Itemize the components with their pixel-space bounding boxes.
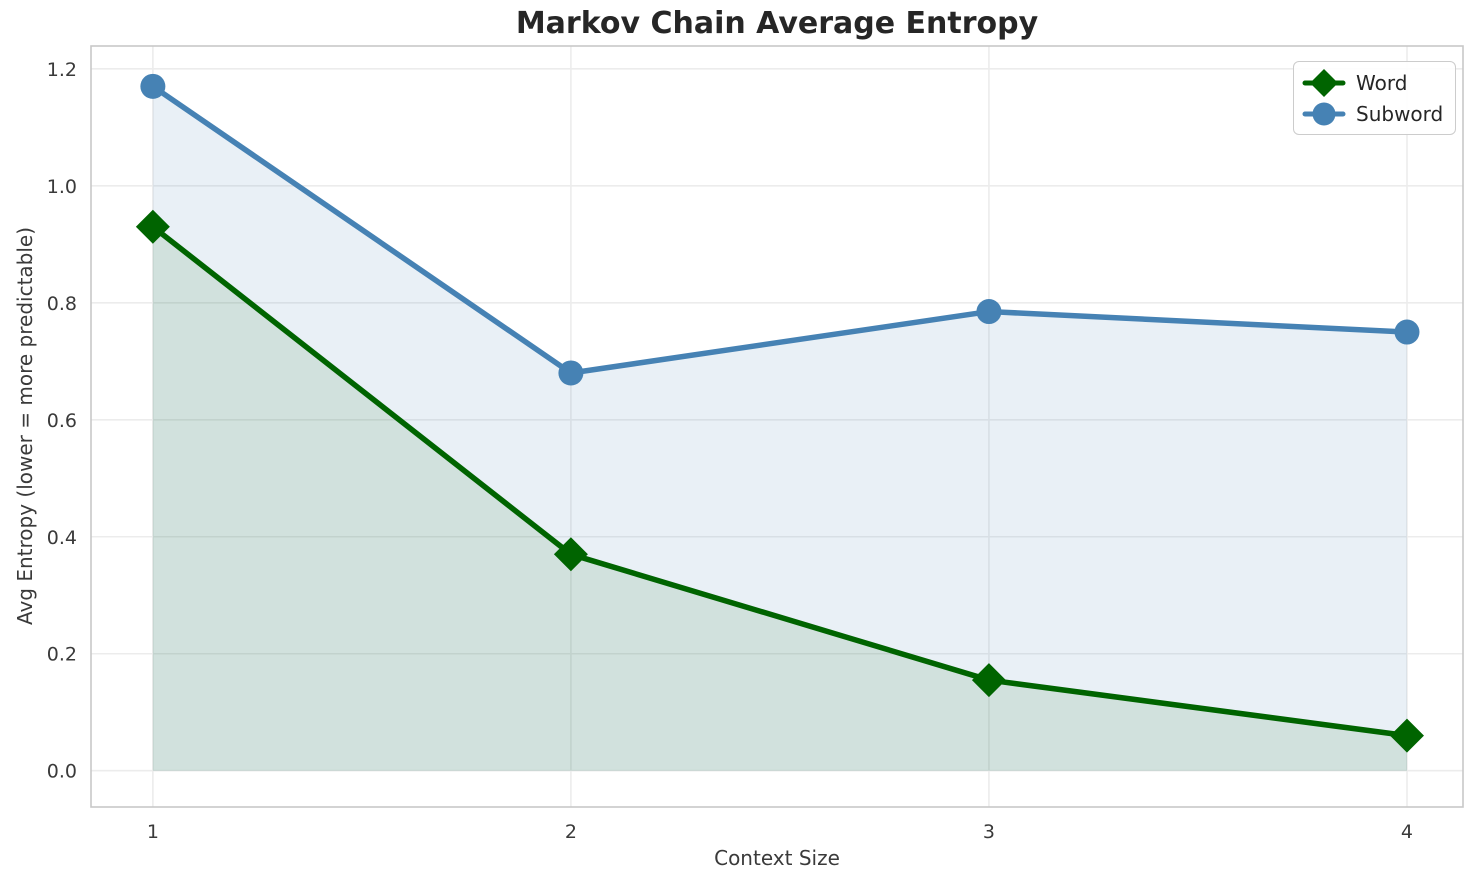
marker-circle bbox=[1394, 319, 1420, 345]
y-tick-label: 0.2 bbox=[47, 644, 77, 666]
y-tick-label: 0.6 bbox=[47, 410, 77, 432]
marker-diamond bbox=[971, 663, 1006, 698]
y-tick-label: 0.8 bbox=[47, 293, 77, 315]
marker-diamond bbox=[553, 537, 588, 572]
plot-border bbox=[90, 45, 1464, 808]
chart-title: Markov Chain Average Entropy bbox=[515, 6, 1039, 41]
marker-circle bbox=[140, 73, 166, 99]
legend-item-word: Word bbox=[1302, 67, 1445, 98]
diamond-marker-icon bbox=[1302, 68, 1346, 97]
line-word bbox=[150, 223, 1410, 739]
y-tick-label: 0.0 bbox=[47, 761, 77, 783]
area-word bbox=[152, 226, 1407, 771]
marker-circle bbox=[558, 360, 584, 386]
marker-circle bbox=[976, 299, 1002, 325]
area-subword bbox=[152, 86, 1407, 771]
y-tick-label: 1.2 bbox=[47, 59, 77, 81]
y-tick-label: 0.4 bbox=[47, 527, 77, 549]
x-tick-label: 3 bbox=[983, 821, 995, 843]
x-tick-label: 1 bbox=[147, 821, 159, 843]
x-axis-label: Context Size bbox=[714, 846, 840, 870]
circle-marker-icon bbox=[1302, 102, 1346, 125]
line-subword bbox=[150, 83, 1410, 376]
legend-label-subword: Subword bbox=[1356, 101, 1444, 126]
x-tick-label: 4 bbox=[1401, 821, 1413, 843]
legend-item-subword: Subword bbox=[1302, 98, 1445, 129]
marker-diamond bbox=[1389, 718, 1424, 753]
legend: Word Subword bbox=[1293, 61, 1456, 135]
marker-diamond bbox=[135, 209, 170, 244]
legend-label-word: Word bbox=[1356, 70, 1408, 95]
x-tick-label: 2 bbox=[565, 821, 577, 843]
y-axis-label: Avg Entropy (lower = more predictable) bbox=[13, 226, 37, 626]
y-tick-label: 1.0 bbox=[47, 176, 77, 198]
